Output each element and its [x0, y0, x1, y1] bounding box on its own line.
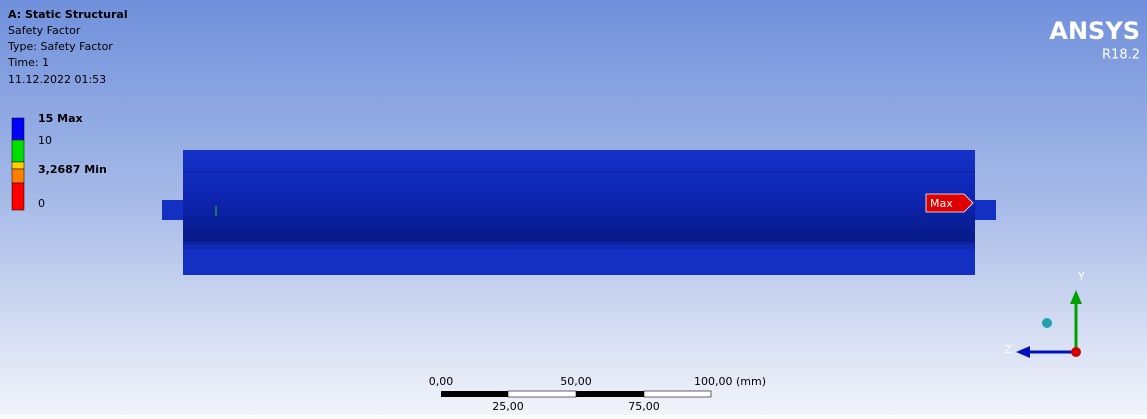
legend-label: 15 Max: [38, 112, 83, 125]
scale-segment: [508, 391, 576, 397]
scale-label: 100,00 (mm): [694, 375, 766, 388]
axis-x: [1071, 347, 1081, 357]
model: [162, 150, 996, 275]
legend-swatch: [12, 118, 24, 140]
viewport: A: Static Structural Safety Factor Type:…: [0, 0, 1147, 415]
scale-segment: [576, 391, 644, 397]
probe: Max: [926, 194, 973, 212]
legend-swatch: [12, 140, 24, 162]
legend-label: 3,2687 Min: [38, 163, 107, 176]
scale-label: 50,00: [560, 375, 592, 388]
triad-ball: [1042, 318, 1052, 328]
legend-label: 10: [38, 134, 52, 147]
header-title: A: Static Structural: [8, 8, 128, 21]
scale-segment: [644, 391, 711, 397]
scale-segment: [441, 391, 508, 397]
header-line: 11.12.2022 01:53: [8, 73, 106, 86]
logo-version: R18.2: [1102, 48, 1140, 63]
shaft-end: [974, 200, 996, 220]
header-line: Time: 1: [7, 56, 49, 69]
header-line: Type: Safety Factor: [7, 40, 113, 53]
legend-label: 0: [38, 197, 45, 210]
header-line: Safety Factor: [8, 24, 81, 37]
legend-swatch: [12, 169, 24, 183]
legend-swatch: [12, 162, 24, 169]
legend-swatch: [12, 183, 24, 210]
probe-label: Max: [930, 197, 953, 210]
axis-label: Z: [1004, 343, 1012, 356]
shaft-end: [162, 200, 184, 220]
logo: ANSYS: [1049, 17, 1140, 45]
scale-label: 25,00: [492, 400, 524, 413]
scale-label: 0,00: [429, 375, 454, 388]
scale-label: 75,00: [628, 400, 660, 413]
shaft: [183, 150, 975, 275]
axis-label: Y: [1077, 270, 1085, 283]
